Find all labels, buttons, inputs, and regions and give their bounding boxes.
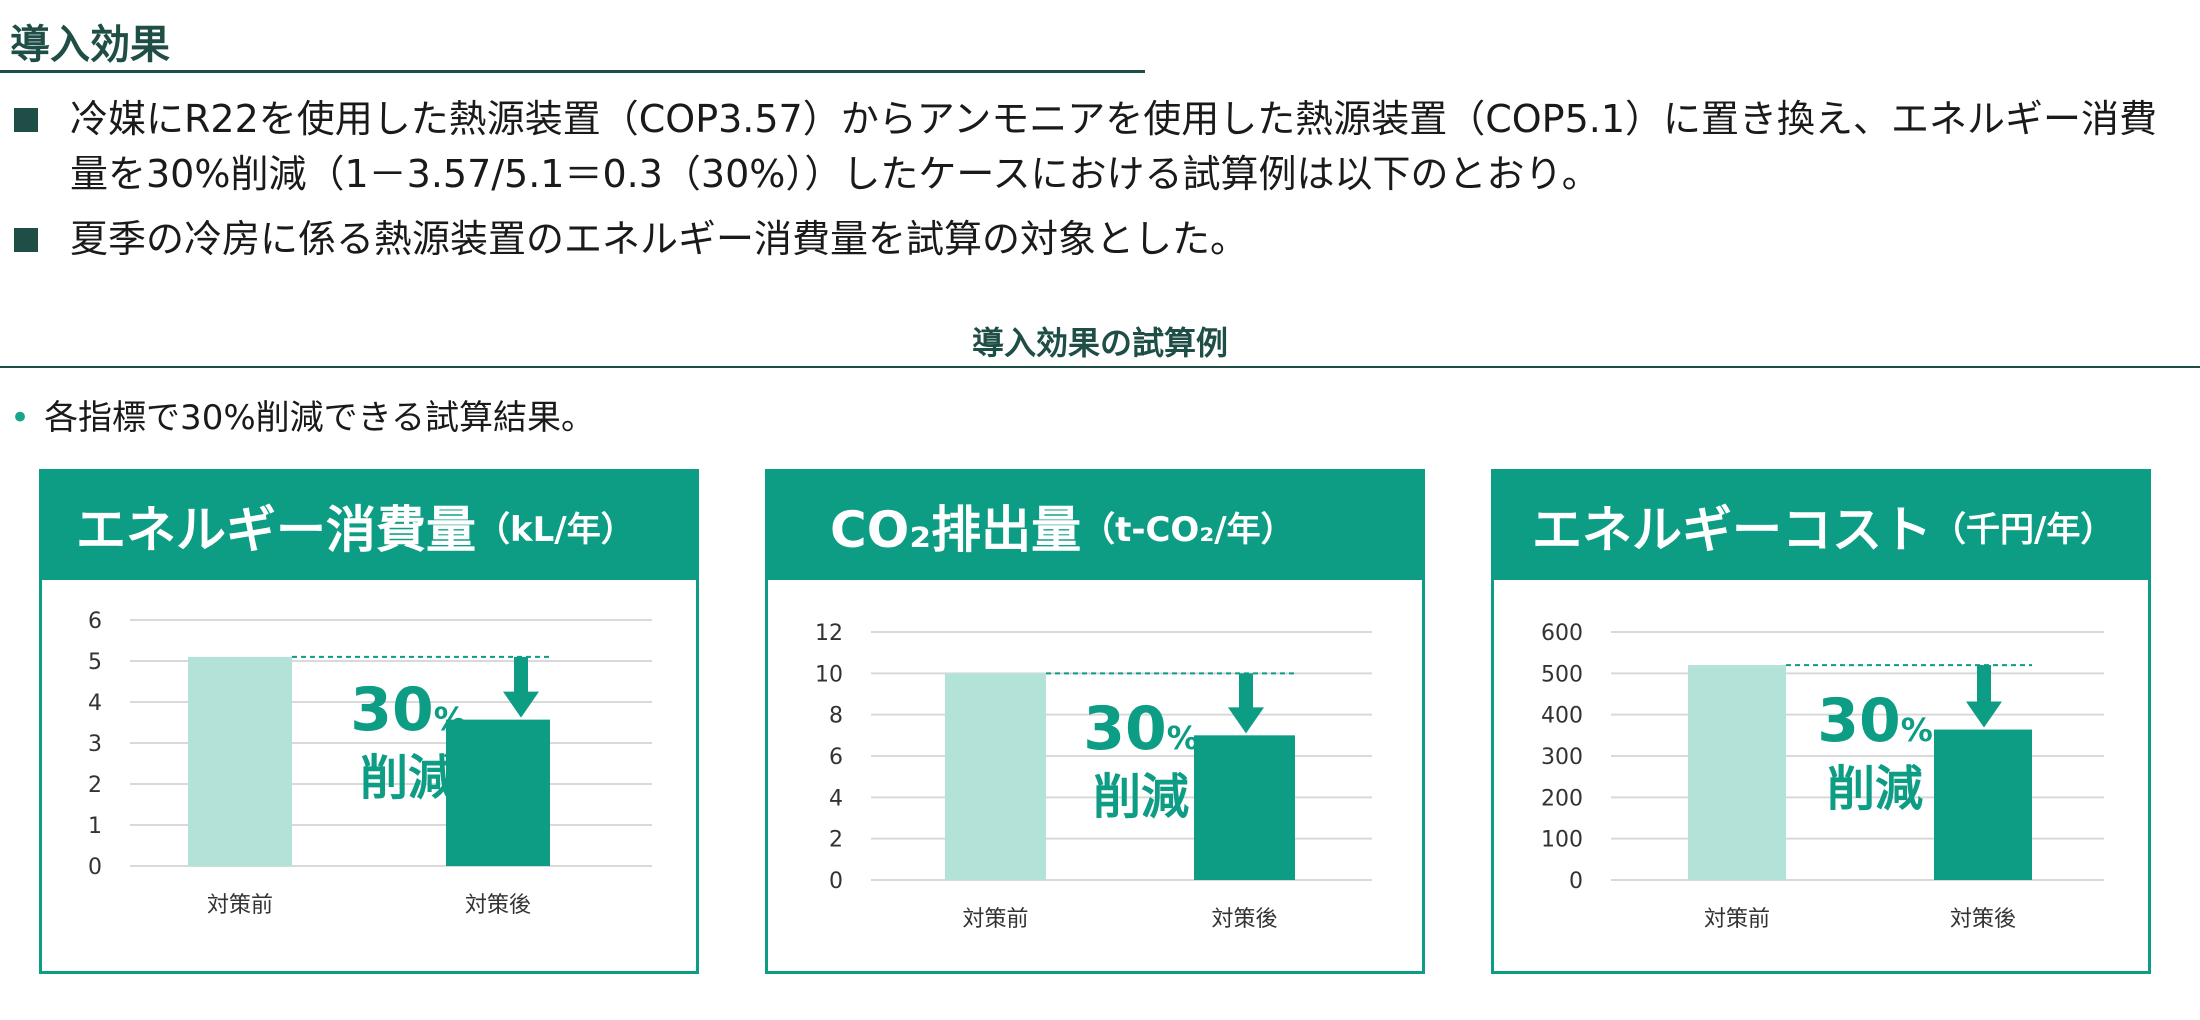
reduction-callout: 30% 削減 — [1795, 690, 1955, 817]
chart-panel-co2: CO₂排出量 （t-CO₂/年） 0 2 4 6 8 10 12 対策前 対策後 30% 削減 — [765, 469, 1425, 974]
reduction-percent: 30 — [1817, 686, 1901, 756]
bullet-text: 夏季の冷房に係る熱源装置のエネルギー消費量を試算の対象とした。 — [70, 217, 1249, 261]
x-category-label: 対策前 — [962, 907, 1028, 932]
dot-bullet-icon: • — [10, 398, 31, 438]
y-tick-label: 2 — [829, 828, 843, 853]
bar-before — [1688, 665, 1786, 880]
bar-after — [1934, 729, 2032, 880]
reduction-percent-sign: % — [433, 700, 466, 738]
x-category-label: 対策前 — [1704, 907, 1770, 932]
arrow-down-icon — [1239, 673, 1253, 710]
y-tick-label: 1 — [88, 814, 102, 839]
y-tick-label: 0 — [829, 869, 843, 894]
bullet-item: 冷媒にR22を使用した熱源装置（COP3.57）からアンモニアを使用した熱源装置… — [14, 92, 2184, 202]
y-tick-label: 0 — [88, 855, 102, 880]
chart-svg: 0 1 2 3 4 5 6 対策前 対策後 — [88, 609, 652, 918]
y-tick-label: 6 — [88, 609, 102, 634]
y-tick-label: 6 — [829, 745, 843, 770]
chart-header: CO₂排出量 （t-CO₂/年） — [768, 472, 1422, 580]
chart-svg: 0 2 4 6 8 10 12 対策前 対策後 — [815, 621, 1372, 932]
x-category-label: 対策後 — [465, 893, 531, 918]
chart-header: エネルギー消費量 （kL/年） — [42, 472, 696, 580]
chart-unit: （kL/年） — [476, 509, 635, 550]
chart-panel-cost: エネルギーコスト （千円/年） 0 100 200 300 400 500 600 対策前 対策後… — [1491, 469, 2151, 974]
chart-title: エネルギーコスト — [1532, 501, 1932, 559]
reduction-percent: 30 — [1083, 694, 1167, 764]
note: • 各指標で30%削減できる試算結果。 — [10, 396, 595, 440]
y-tick-label: 600 — [1541, 621, 1583, 646]
reduction-label: 削減 — [1826, 761, 1923, 817]
y-tick-label: 4 — [88, 691, 102, 716]
bar-before — [945, 673, 1046, 880]
y-tick-label: 2 — [88, 773, 102, 798]
y-tick-label: 400 — [1541, 704, 1583, 729]
reduction-label: 削減 — [1092, 769, 1189, 825]
bar-before — [188, 656, 292, 866]
arrow-down-icon — [1966, 701, 2002, 728]
arrow-down-icon — [514, 656, 528, 694]
bar-after — [446, 719, 550, 866]
y-tick-label: 10 — [815, 662, 843, 687]
reduction-percent-sign: % — [1900, 711, 1933, 749]
y-tick-label: 4 — [829, 786, 843, 811]
square-bullet-icon — [14, 228, 38, 252]
title-divider — [0, 70, 1145, 73]
reduction-callout: 30% 削減 — [1061, 698, 1221, 825]
chart-header: エネルギーコスト （千円/年） — [1494, 472, 2148, 580]
x-category-label: 対策後 — [1211, 907, 1277, 932]
section-title: 導入効果の試算例 — [971, 324, 1228, 362]
chart-panel-energy: エネルギー消費量 （kL/年） 0 1 2 3 4 5 6 対策前 対策後 30% 削減 — [39, 469, 699, 974]
x-category-label: 対策前 — [207, 893, 273, 918]
bar-after — [1194, 735, 1295, 880]
reduction-percent: 30 — [350, 675, 434, 745]
y-tick-label: 500 — [1541, 662, 1583, 687]
arrow-down-icon — [1977, 665, 1991, 704]
chart-title: エネルギー消費量 — [76, 501, 476, 559]
arrow-down-icon — [1228, 707, 1264, 734]
page-title: 導入効果 — [10, 22, 170, 68]
y-tick-label: 3 — [88, 732, 102, 757]
chart-svg: 0 100 200 300 400 500 600 対策前 対策後 — [1541, 621, 2104, 932]
reduction-label: 削減 — [359, 750, 456, 806]
note-text: 各指標で30%削減できる試算結果。 — [44, 398, 595, 438]
reduction-percent-sign: % — [1166, 719, 1199, 757]
square-bullet-icon — [14, 108, 38, 132]
y-tick-label: 12 — [815, 621, 843, 646]
y-tick-label: 0 — [1569, 869, 1583, 894]
chart-unit: （t-CO₂/年） — [1081, 509, 1295, 550]
y-tick-label: 8 — [829, 704, 843, 729]
reduction-callout: 30% 削減 — [328, 679, 488, 806]
chart-title: CO₂排出量 — [830, 501, 1082, 559]
arrow-down-icon — [503, 691, 539, 718]
bullet-text: 冷媒にR22を使用した熱源装置（COP3.57）からアンモニアを使用した熱源装置… — [70, 97, 2158, 196]
y-tick-label: 200 — [1541, 786, 1583, 811]
x-category-label: 対策後 — [1950, 907, 2016, 932]
y-tick-label: 100 — [1541, 828, 1583, 853]
y-tick-label: 300 — [1541, 745, 1583, 770]
bullet-item: 夏季の冷房に係る熱源装置のエネルギー消費量を試算の対象とした。 — [14, 212, 2184, 267]
section-divider — [0, 366, 2200, 368]
chart-unit: （千円/年） — [1932, 509, 2115, 550]
y-tick-label: 5 — [88, 650, 102, 675]
